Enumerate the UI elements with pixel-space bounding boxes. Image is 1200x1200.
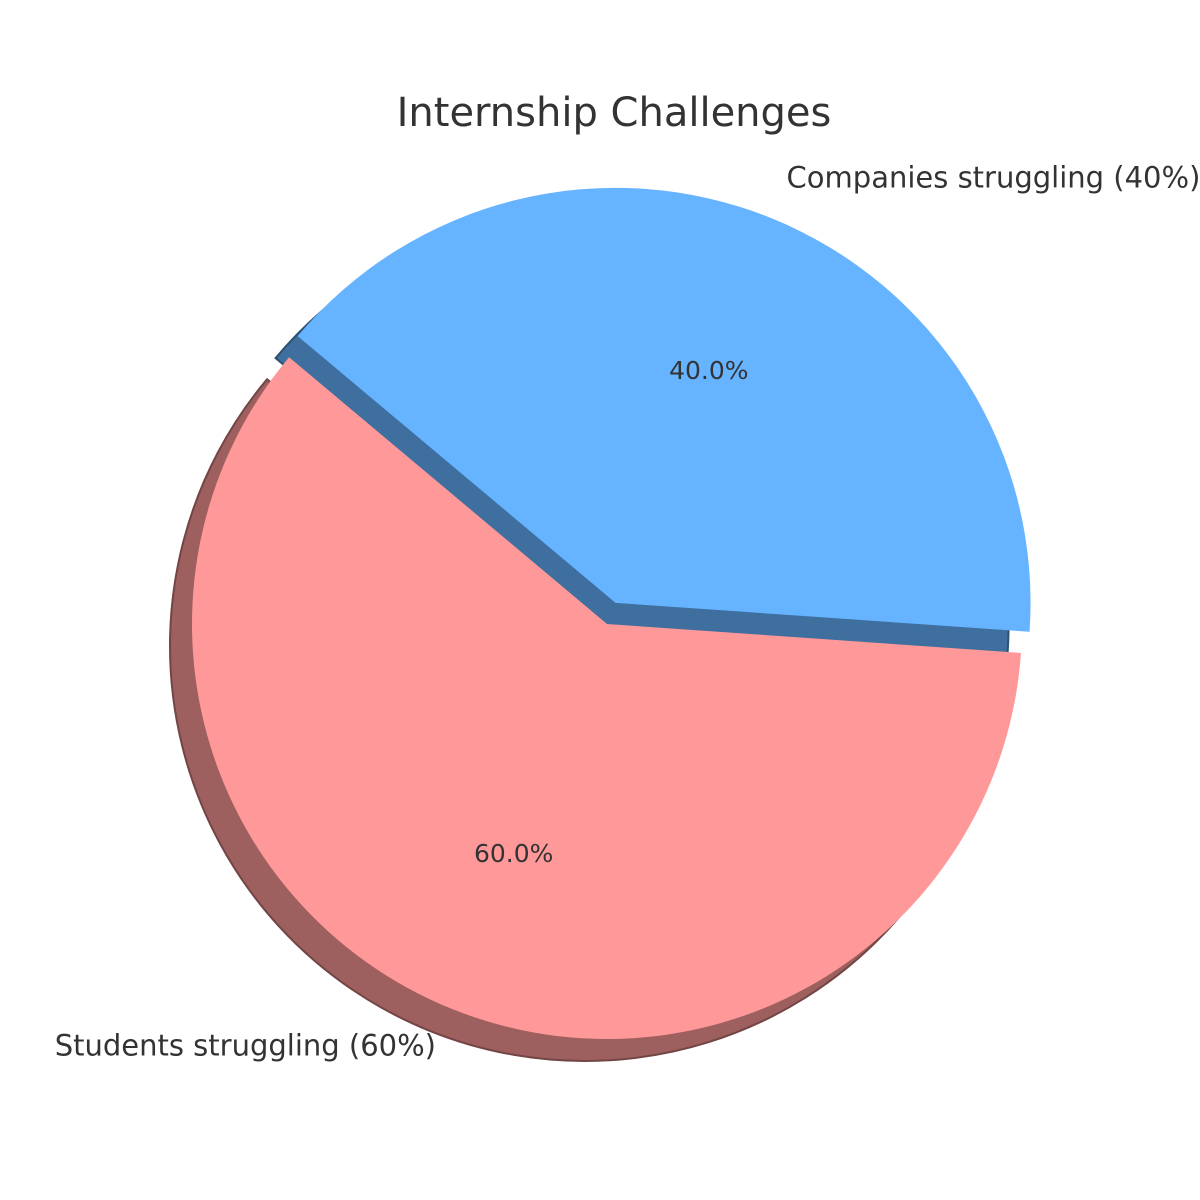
slice-1-percent-label: 60.0% (474, 839, 553, 868)
pie-slices (192, 187, 1031, 1039)
slice-2-wedge (297, 187, 1031, 632)
slice-1-label: Students struggling (60%) (55, 1028, 436, 1062)
slice-2-percent-label: 40.0% (669, 356, 748, 385)
slice-labels: Students struggling (60%) 60.0% Companies … (55, 161, 1200, 1063)
slice-1-wedge (192, 357, 1021, 1039)
slice-2-label: Companies struggling (40%) (787, 161, 1200, 195)
chart-title: Internship Challenges (397, 90, 832, 136)
